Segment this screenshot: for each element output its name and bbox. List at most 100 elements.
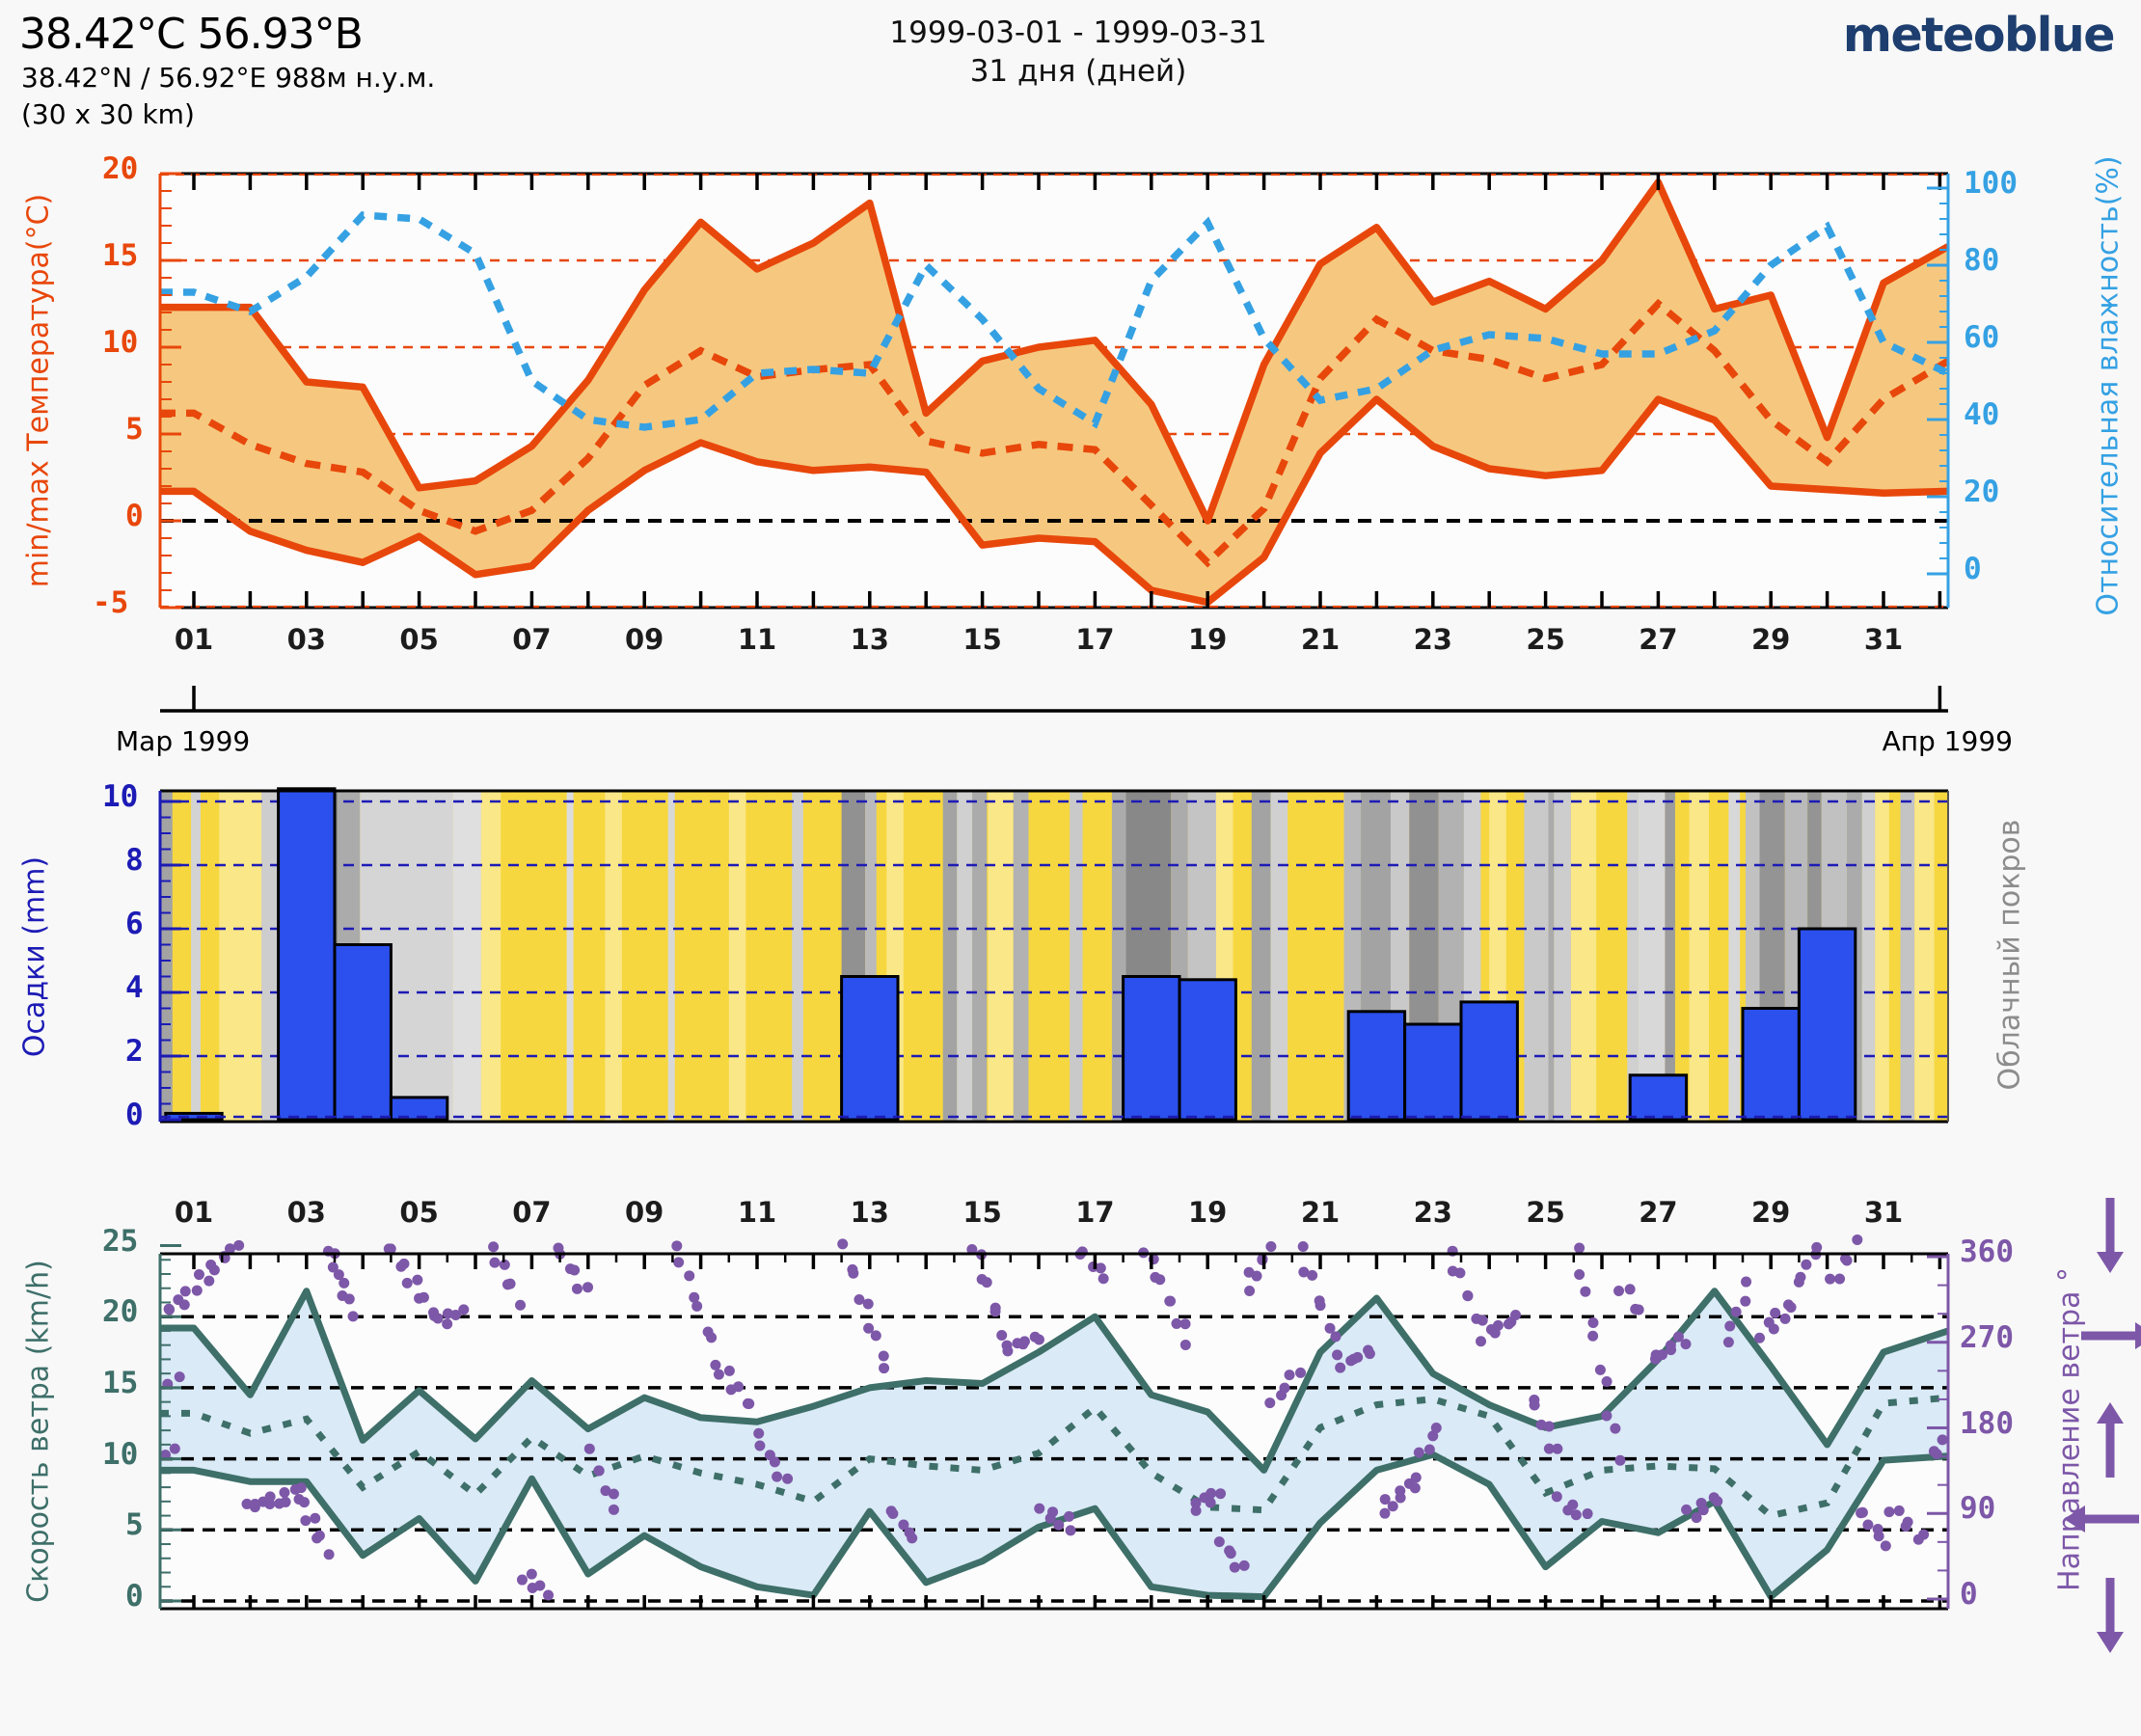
cloud-stripe xyxy=(1270,791,1288,1122)
day-label: 21 xyxy=(1300,1196,1341,1229)
wind-direction-dot xyxy=(753,1427,765,1439)
wind-direction-dot xyxy=(608,1504,619,1515)
wind-mean-line xyxy=(160,1394,1949,1520)
pale-stripe xyxy=(1875,791,1889,1122)
humidity-tick-label: 80 xyxy=(1964,243,2000,278)
day-label: 11 xyxy=(737,1196,777,1229)
wind-direction-dot xyxy=(854,1293,865,1305)
wind-direction-dot xyxy=(233,1239,245,1251)
wind-direction-dot xyxy=(1722,1337,1734,1348)
wind-direction-dot xyxy=(1582,1508,1593,1520)
wind-direction-dot xyxy=(996,1329,1008,1341)
wind-direction-dot xyxy=(398,1258,410,1269)
wind-direction-dot xyxy=(1064,1510,1075,1522)
wind-direction-dot xyxy=(1801,1259,1812,1270)
wind-direction-dot xyxy=(1395,1492,1406,1504)
wind-direction-dot xyxy=(1543,1443,1555,1454)
wind-direction-dot xyxy=(1225,1548,1236,1560)
wind-direction-dot xyxy=(1937,1434,1948,1446)
wind-direction-dot xyxy=(203,1275,215,1287)
wind-direction-dot xyxy=(1033,1334,1044,1345)
precip-bar xyxy=(1403,1022,1463,1122)
wind-direction-dot xyxy=(1251,1270,1262,1282)
wind-direction-dot xyxy=(1002,1345,1014,1357)
precipitation-chart xyxy=(158,787,1949,1124)
wind-direction-dot xyxy=(1672,1331,1684,1343)
wind-direction-dot xyxy=(1364,1348,1375,1360)
arrow-head xyxy=(2097,1632,2124,1653)
day-label: 11 xyxy=(737,623,777,656)
wind-direction-dot xyxy=(1601,1410,1613,1422)
wind-max-line xyxy=(160,1288,1950,1474)
wind-direction-dot xyxy=(671,1240,683,1252)
wind-direction-dot xyxy=(1205,1497,1216,1508)
wind-direction-dot xyxy=(300,1515,312,1527)
direction-tick-label: 360 xyxy=(1960,1234,2014,1269)
wind-direction-dot xyxy=(280,1496,291,1507)
wind-direction-dot xyxy=(1477,1315,1488,1326)
wind-direction-dot xyxy=(723,1365,735,1376)
tmean-line xyxy=(160,298,1950,568)
wind-direction-dot xyxy=(1330,1331,1342,1343)
wind-direction-dot xyxy=(754,1440,766,1451)
wind-direction-dot xyxy=(744,1397,755,1409)
wind-direction-dot xyxy=(534,1580,546,1591)
wind-direction-dot xyxy=(1076,1246,1088,1258)
day-label: 01 xyxy=(174,1196,214,1229)
wind-direction-dot xyxy=(1570,1509,1582,1521)
temp-tick-label: -5 xyxy=(93,585,129,620)
wind-direction-dot xyxy=(710,1359,721,1370)
day-label: 21 xyxy=(1300,623,1341,656)
wind-direction-dot xyxy=(1238,1560,1250,1571)
day-label: 01 xyxy=(174,623,214,656)
day-label: 19 xyxy=(1188,623,1228,656)
wind-direction-dot xyxy=(1332,1349,1343,1361)
wind-direction-dot xyxy=(887,1507,899,1519)
wind-tick-label: 5 xyxy=(125,1507,144,1543)
wind-direction-dot xyxy=(385,1243,396,1255)
temperature-axis-title: min/max Температура(°C) xyxy=(21,193,56,588)
wind-direction-dot xyxy=(713,1369,724,1380)
wind-direction-arrow-down xyxy=(2097,1578,2124,1653)
precip-bar xyxy=(1346,1010,1407,1122)
month-end-label: Апр 1999 xyxy=(1882,725,2013,757)
wind-direction-dot xyxy=(1852,1234,1863,1245)
wind-direction-dot xyxy=(1691,1512,1702,1524)
precip-bar xyxy=(1459,1000,1519,1122)
wind-direction-dot xyxy=(499,1259,510,1270)
date-range-label: 1999-03-01 - 1999-03-31 xyxy=(889,15,1267,50)
wind-direction-dot xyxy=(1614,1454,1626,1466)
precip-tick-label: 2 xyxy=(125,1034,144,1069)
grid-area-label: (30 x 30 km) xyxy=(21,98,195,130)
wind-direction-dot xyxy=(1567,1499,1579,1510)
pale-stripe xyxy=(1689,791,1709,1122)
cloud-stripe xyxy=(1013,791,1029,1122)
wind-min-line xyxy=(160,1451,1949,1601)
wind-direction-dot xyxy=(1510,1310,1522,1321)
temp-tick-label: 10 xyxy=(102,325,139,360)
wind-direction-dot xyxy=(264,1491,276,1503)
wind-direction-dot xyxy=(1795,1271,1806,1283)
humidity-tick-label: 100 xyxy=(1964,166,2018,201)
wind-direction-dot xyxy=(1856,1506,1868,1518)
wind-direction-dot xyxy=(250,1498,261,1509)
wind-direction-dot xyxy=(1352,1351,1364,1363)
cloud-stripe xyxy=(566,791,574,1122)
tmin-line xyxy=(160,395,1949,607)
wind-direction-dot xyxy=(1379,1507,1391,1519)
wind-direction-dot xyxy=(1190,1505,1202,1516)
cloud-stripe xyxy=(452,791,481,1122)
coordinates-label: 38.42°N / 56.92°E 988м н.у.м. xyxy=(21,62,436,94)
wind-direction-dot xyxy=(863,1322,875,1334)
wind-direction-dot xyxy=(862,1298,874,1310)
day-label: 19 xyxy=(1188,1196,1228,1229)
day-label: 09 xyxy=(625,1196,664,1229)
wind-tick-label: 0 xyxy=(125,1579,144,1614)
wind-direction-dot xyxy=(412,1274,423,1286)
wind-direction-dot xyxy=(1587,1316,1599,1328)
meteoblue-logo: meteoblue xyxy=(1842,8,2116,63)
wind-direction-dot xyxy=(1314,1300,1326,1312)
wind-direction-dot xyxy=(1613,1285,1625,1296)
wind-direction-dot xyxy=(1666,1344,1677,1356)
wind-direction-dot xyxy=(1624,1284,1636,1295)
